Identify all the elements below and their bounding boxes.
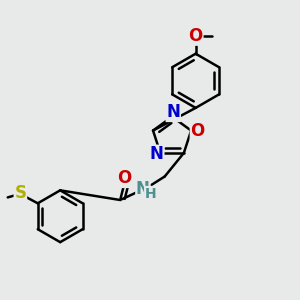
Text: O: O xyxy=(190,122,205,140)
Text: H: H xyxy=(145,187,156,201)
Text: N: N xyxy=(150,146,164,164)
Text: O: O xyxy=(188,27,203,45)
Text: N: N xyxy=(136,180,150,198)
Text: N: N xyxy=(166,103,180,121)
Text: O: O xyxy=(118,169,132,187)
Text: S: S xyxy=(14,184,26,202)
